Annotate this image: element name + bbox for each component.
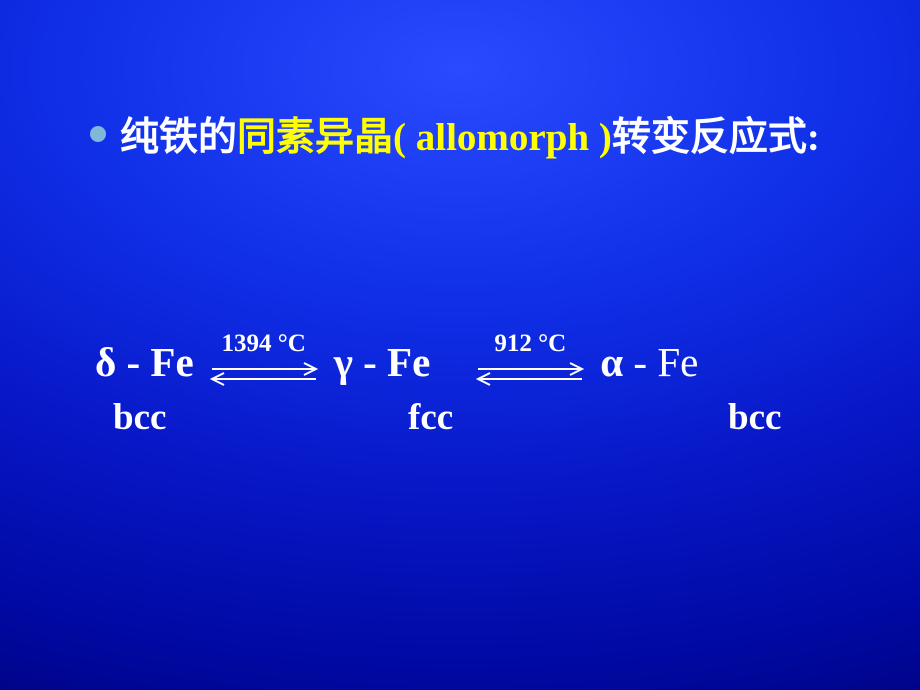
title-part1: 纯铁的 [120, 116, 237, 159]
alpha-dash: - [633, 339, 657, 385]
title-part3: 转变反应式: [612, 116, 820, 159]
equation-row-structures: bcc fcc bcc [95, 396, 860, 439]
phase-delta-fe: δ - Fe [95, 338, 194, 386]
double-arrow-icon [470, 360, 590, 386]
alpha-symbol: α [600, 339, 633, 385]
phase-alpha-fe: α - Fe [600, 338, 698, 386]
title-row: 纯铁的同素异晶( allomorph )转变反应式: [90, 110, 850, 167]
alpha-fe-text: Fe [657, 339, 698, 385]
equation-row-phases: δ - Fe 1394 °C γ - Fe 912 °C α - Fe [95, 330, 860, 386]
structure-fcc: fcc [408, 396, 518, 439]
temp-912: 912 °C [494, 330, 566, 358]
arrow-1-cell: 1394 °C [204, 330, 324, 386]
title-block: 纯铁的同素异晶( allomorph )转变反应式: [90, 110, 850, 167]
title-part2: 同素异晶( allomorph ) [237, 116, 612, 159]
bullet-icon [90, 126, 106, 142]
double-arrow-icon [204, 360, 324, 386]
structure-bcc-1: bcc [113, 396, 223, 439]
temp-1394: 1394 °C [222, 330, 306, 358]
title-text: 纯铁的同素异晶( allomorph )转变反应式: [120, 110, 820, 167]
equation-block: δ - Fe 1394 °C γ - Fe 912 °C α - Fe [95, 330, 860, 439]
phase-gamma-fe: γ - Fe [334, 338, 431, 386]
structure-bcc-2: bcc [728, 396, 781, 439]
arrow-2-cell: 912 °C [470, 330, 590, 386]
